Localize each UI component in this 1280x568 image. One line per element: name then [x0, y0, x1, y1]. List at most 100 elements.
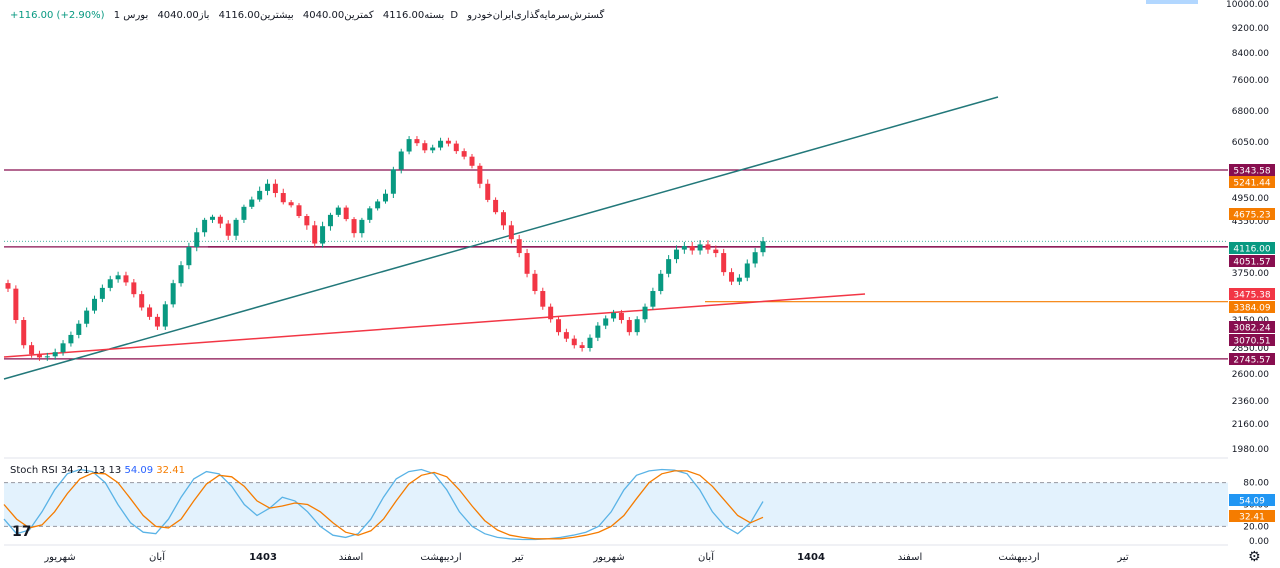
candle-body: [139, 294, 145, 308]
price-label-tag: [1229, 208, 1275, 220]
candle-body: [595, 325, 601, 338]
y-tick-label: 6800.00: [1232, 107, 1269, 117]
y-tick-label: 2360.00: [1232, 397, 1269, 407]
x-tick-label: تیر: [1116, 552, 1129, 563]
price-label-text: 2745.57: [1233, 356, 1270, 366]
y-tick-label: 9200.00: [1232, 24, 1269, 34]
price-label-tag: [1229, 164, 1275, 176]
price-label-text: 3070.51: [1233, 337, 1270, 347]
candle-body: [406, 139, 412, 152]
candle-body: [288, 202, 294, 206]
price-label-tag: [1229, 334, 1275, 346]
price-label-tag: [1229, 242, 1275, 254]
candle-body: [375, 201, 381, 209]
legend-symbol[interactable]: گسترش‌سرمایه‌گذاری‌ایران‌خودرو: [467, 10, 605, 21]
candle-body: [571, 338, 577, 346]
candle-body: [107, 279, 113, 288]
candle-body: [422, 143, 428, 151]
candle-body: [99, 287, 105, 299]
candle-body: [123, 275, 129, 283]
candle-body: [272, 183, 278, 194]
candle-body: [438, 140, 444, 148]
candle-body: [461, 151, 467, 157]
x-tick-label: اسفند: [339, 552, 363, 563]
x-tick-label: 1404: [797, 552, 825, 563]
stoch-k-line: [3, 468, 764, 541]
y-tick-label: 2850.00: [1232, 344, 1269, 354]
candle-body: [650, 291, 656, 307]
y-tick-label: 8400.00: [1232, 49, 1269, 59]
x-tick-label: تیر: [511, 552, 524, 563]
candle-body: [642, 306, 648, 320]
candle-body: [721, 253, 727, 273]
stoch-value-tag: [1229, 494, 1275, 506]
candle-body: [430, 147, 436, 151]
price-label-tag: [1229, 255, 1275, 267]
x-tick-label: اردیبهشت: [420, 552, 461, 563]
legend-low: کمترین4040.00: [302, 10, 374, 21]
candle-body: [705, 244, 711, 250]
stoch-value-text: 32.41: [1239, 513, 1265, 523]
stoch-name[interactable]: Stoch RSI: [10, 465, 58, 476]
y-tick-label: 1980.00: [1232, 445, 1269, 455]
stoch-rsi-pane: [3, 468, 764, 541]
price-label-text: 4116.00: [1233, 245, 1270, 255]
candle-body: [697, 244, 703, 251]
top-toolbar-button[interactable]: [1146, 0, 1198, 4]
y-tick-label: 4950.00: [1232, 194, 1269, 204]
candle-body: [752, 252, 758, 264]
candle-body: [603, 318, 609, 326]
candle-body: [548, 306, 554, 320]
candle-body: [320, 226, 326, 244]
candle-body: [13, 288, 19, 320]
candle-body: [280, 193, 286, 203]
candle-body: [563, 332, 569, 339]
x-tick-label: اسفند: [898, 552, 922, 563]
green-trendline: [3, 96, 999, 380]
candle-body: [390, 169, 396, 194]
candle-body: [162, 304, 168, 327]
legend-close: بسته4116.00: [382, 10, 445, 21]
stoch-value-text: 54.09: [1239, 497, 1265, 507]
candle-body: [68, 334, 74, 344]
candle-body: [21, 320, 27, 346]
stoch-d-line: [3, 470, 764, 540]
y-tick-label: 2600.00: [1232, 370, 1269, 380]
tradingview-logo[interactable]: 17: [12, 524, 32, 540]
y-tick-label: 7600.00: [1232, 76, 1269, 86]
candle-body: [445, 140, 451, 144]
price-label-text: 4675.23: [1233, 211, 1270, 221]
price-labels: 5343.58 5241.44 4675.23 4116.00 4051.57 3475.…: [1229, 164, 1275, 523]
candle-body: [611, 312, 617, 319]
legend-interval[interactable]: 1D: [113, 10, 459, 21]
price-label-text: 5343.58: [1233, 167, 1270, 177]
price-label-tag: [1229, 353, 1275, 365]
legend-exchange: بورس: [123, 10, 149, 21]
y-tick-label: 2160.00: [1232, 420, 1269, 430]
candle-body: [493, 199, 499, 213]
stoch-tick-label: 80.00: [1243, 479, 1269, 489]
main-legend: +116.00 (+2.90%) بسته4116.00 کمترین4040.…: [10, 10, 610, 21]
gear-icon[interactable]: ⚙: [1248, 549, 1261, 565]
candle-body: [233, 219, 239, 236]
candlestick-series: [5, 136, 766, 361]
candle-body: [257, 190, 263, 200]
candle-body: [202, 219, 208, 233]
candle-body: [147, 307, 153, 317]
candle-body: [343, 207, 349, 220]
candle-body: [115, 275, 121, 280]
x-tick-label: آبان: [698, 550, 715, 563]
candle-body: [296, 205, 302, 217]
candle-body: [265, 183, 271, 191]
candle-body: [359, 219, 365, 234]
candle-body: [500, 212, 506, 226]
candle-body: [713, 249, 719, 254]
candle-body: [5, 283, 11, 289]
legend-high: بیشترین4116.00: [218, 10, 294, 21]
trendlines: [3, 96, 999, 380]
price-label-text: 4051.57: [1233, 258, 1270, 268]
y-tick-label: 6050.00: [1232, 138, 1269, 148]
y-tick-label: 3750.00: [1232, 269, 1269, 279]
x-tick-label: شهریور: [43, 552, 75, 563]
